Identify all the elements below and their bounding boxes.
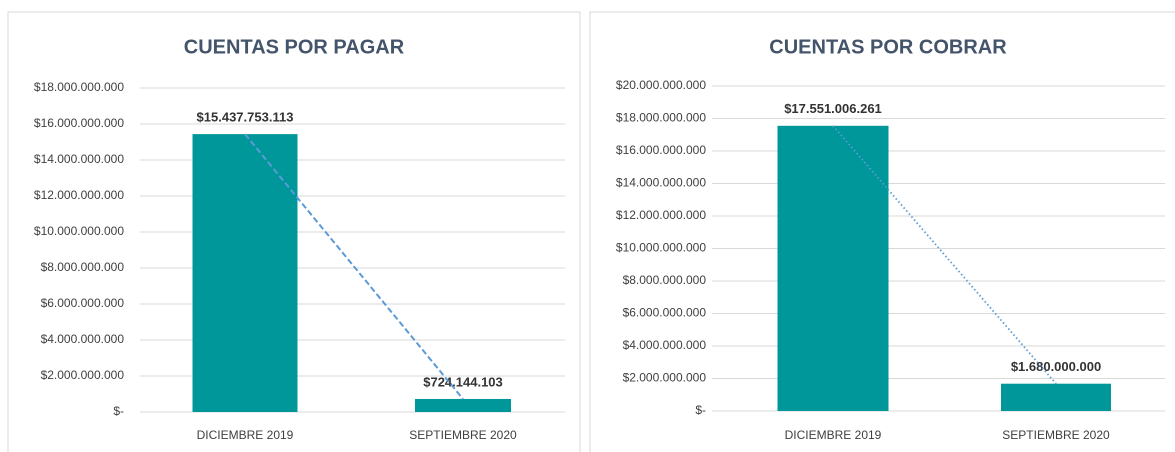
- y-tick-label: $18.000.000.000: [616, 111, 706, 125]
- y-tick-label: $-: [113, 404, 124, 418]
- x-tick-label: DICIEMBRE 2019: [785, 428, 882, 442]
- chart-title: CUENTAS POR PAGAR: [184, 36, 405, 58]
- y-tick-label: $16.000.000.000: [34, 116, 124, 130]
- y-tick-label: $8.000.000.000: [41, 260, 125, 274]
- bar: [777, 125, 889, 412]
- y-tick-label: $14.000.000.000: [616, 176, 706, 190]
- y-tick-label: $2.000.000.000: [623, 371, 707, 385]
- y-tick-label: $4.000.000.000: [41, 332, 125, 346]
- data-label: $15.437.753.113: [197, 110, 294, 125]
- y-tick-label: $12.000.000.000: [34, 188, 124, 202]
- x-tick-label: DICIEMBRE 2019: [197, 428, 294, 442]
- data-label: $724.144.103: [423, 374, 503, 389]
- y-tick-label: $4.000.000.000: [623, 338, 707, 352]
- y-tick-label: $2.000.000.000: [41, 368, 125, 382]
- bar: [415, 398, 511, 412]
- y-tick-label: $12.000.000.000: [616, 208, 706, 222]
- y-tick-label: $14.000.000.000: [34, 152, 124, 166]
- y-tick-label: $10.000.000.000: [616, 241, 706, 255]
- x-tick-label: SEPTIEMBRE 2020: [409, 428, 517, 442]
- y-tick-label: $10.000.000.000: [34, 224, 124, 238]
- x-tick-label: SEPTIEMBRE 2020: [1002, 428, 1110, 442]
- data-label: $17.551.006.261: [784, 101, 882, 116]
- trendline: [832, 125, 1057, 385]
- y-tick-label: $16.000.000.000: [616, 143, 706, 157]
- y-tick-label: $18.000.000.000: [34, 80, 124, 94]
- y-tick-label: $6.000.000.000: [41, 296, 125, 310]
- trendline: [244, 133, 464, 400]
- bar: [1001, 383, 1111, 411]
- data-label: $1.680.000.000: [1011, 359, 1101, 374]
- bar: [192, 134, 298, 413]
- y-tick-label: $-: [695, 403, 706, 417]
- chart-title: CUENTAS POR COBRAR: [769, 36, 1007, 58]
- y-tick-label: $8.000.000.000: [623, 273, 707, 287]
- y-tick-label: $20.000.000.000: [616, 78, 706, 92]
- y-tick-label: $6.000.000.000: [623, 306, 707, 320]
